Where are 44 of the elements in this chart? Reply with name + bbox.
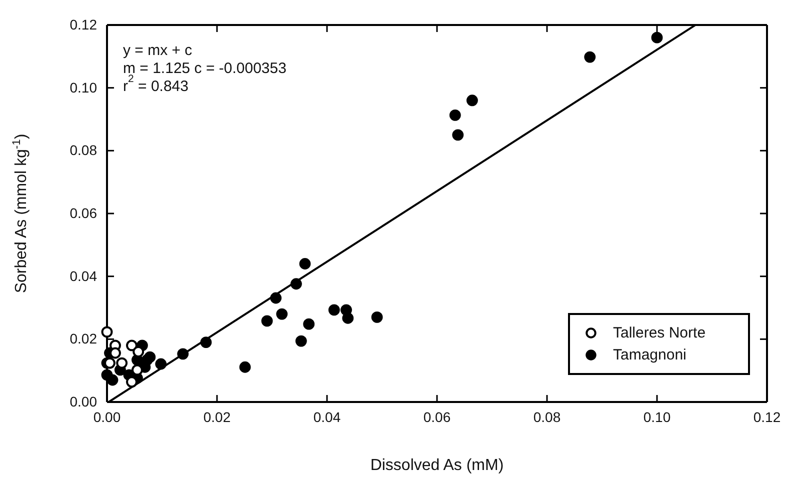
point (299, 258, 311, 270)
point (239, 361, 251, 373)
x-tick-label: 0.02 (203, 408, 231, 425)
y-tick-label: 0.00 (70, 393, 98, 410)
x-tick-label: 0.08 (533, 408, 561, 425)
point (132, 346, 144, 358)
point (449, 109, 461, 121)
point (651, 32, 663, 44)
x-tick-label: 0.12 (753, 408, 781, 425)
y-tick-label: 0.10 (70, 79, 98, 96)
point (584, 51, 596, 63)
annotation: r$^{2}$ = 0.843 (123, 73, 188, 96)
point (126, 340, 138, 352)
point (101, 326, 113, 338)
point (200, 336, 212, 348)
point (116, 357, 128, 369)
point (303, 318, 315, 330)
point (155, 358, 167, 370)
point (270, 292, 282, 304)
point (328, 304, 340, 316)
point (276, 308, 288, 320)
y-tick-label: 0.02 (70, 330, 98, 347)
point (144, 351, 156, 363)
x-tick-label: 0.06 (423, 408, 451, 425)
y-tick-label: 0.12 (70, 16, 98, 32)
x-tick-label: 0.10 (643, 408, 671, 425)
point (290, 278, 302, 290)
legend-label: Talleres Norte (613, 324, 706, 342)
x-tick-label: 0.00 (93, 408, 121, 425)
point (466, 94, 478, 106)
point (371, 311, 383, 323)
legend-label: Tamagnoni (613, 346, 686, 364)
point (177, 348, 189, 360)
annotation: y = mx + c (123, 42, 193, 60)
y-tick-label: 0.06 (70, 204, 98, 221)
x-tick-label: 0.04 (313, 408, 341, 425)
point (452, 129, 464, 141)
x-axis-title: Dissolved As (mM) (370, 457, 504, 474)
point (261, 315, 273, 327)
point (106, 374, 118, 386)
y-tick-label: 0.04 (70, 268, 98, 284)
y-tick-label: 0.08 (70, 142, 98, 158)
point (295, 335, 307, 347)
point (342, 312, 354, 324)
